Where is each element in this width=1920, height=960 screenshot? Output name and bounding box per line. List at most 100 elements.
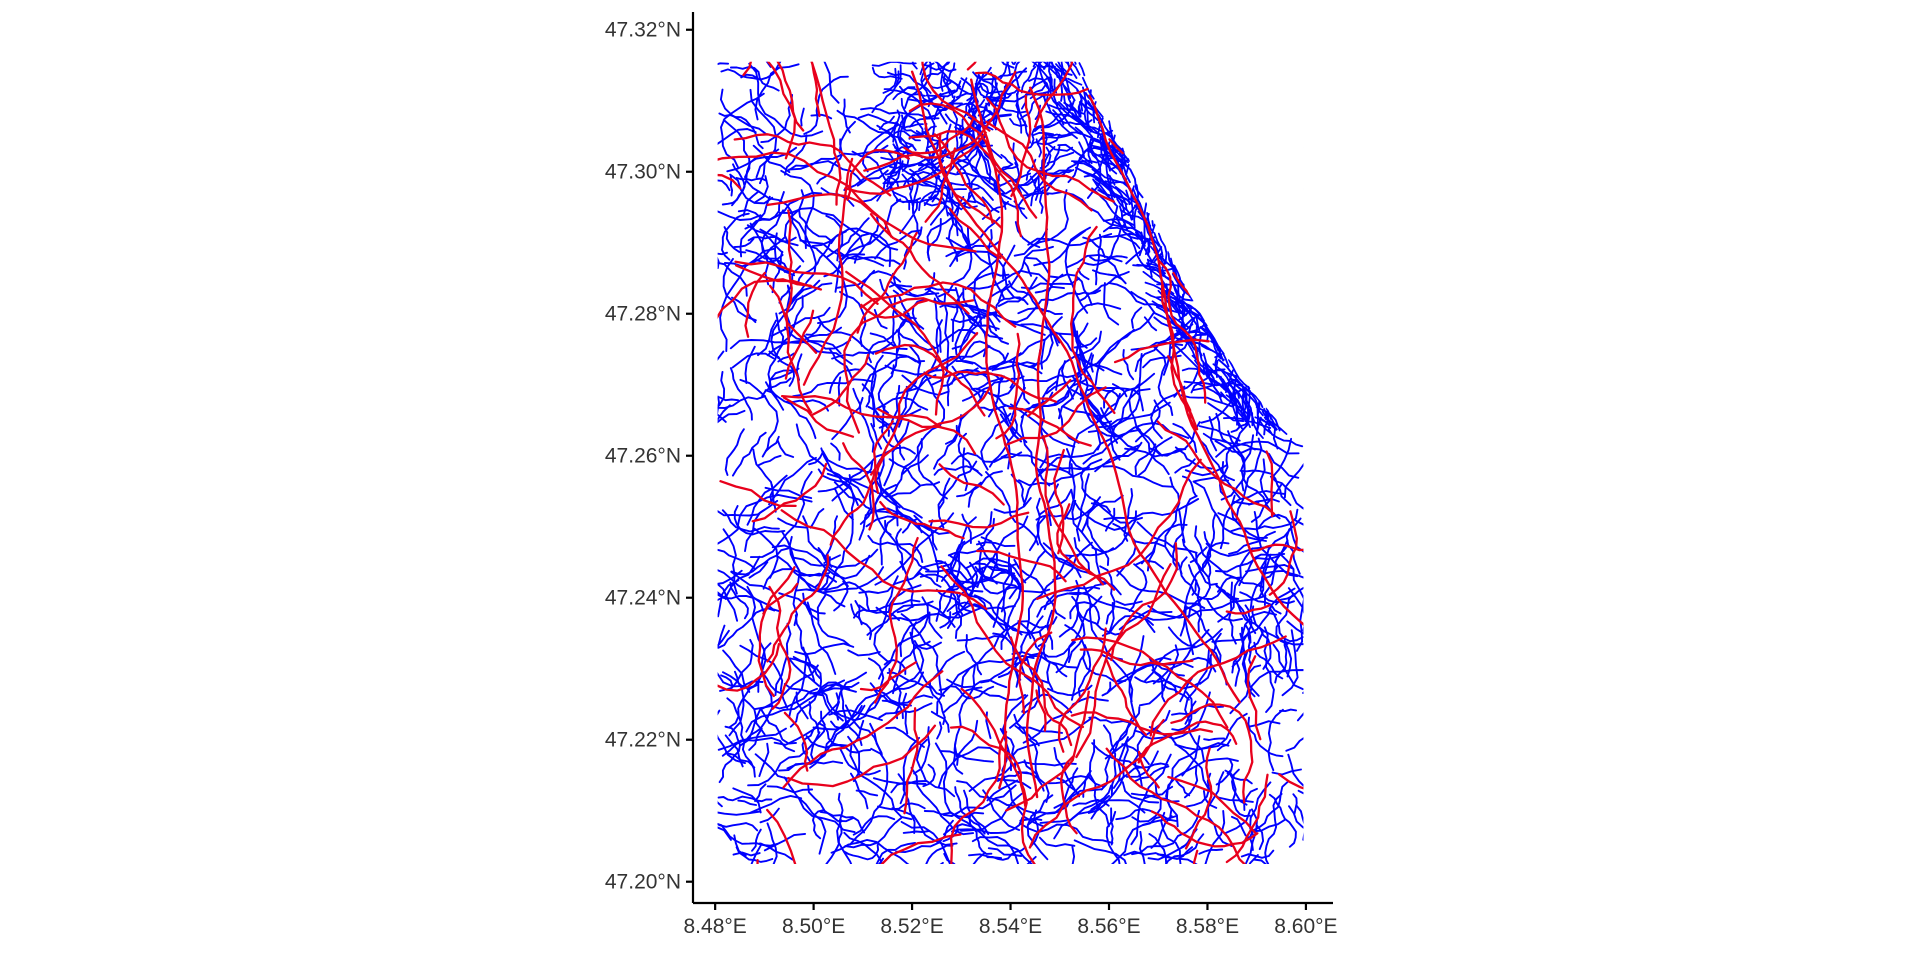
minor-road [792,655,844,722]
minor-road [1153,232,1164,258]
minor-road [972,851,986,864]
minor-road [1292,793,1298,815]
minor-road [1179,556,1223,601]
minor-road [1067,602,1086,664]
major-road [1268,510,1298,596]
minor-road [759,807,780,824]
minor-road [1015,359,1030,405]
major-road [757,566,796,698]
major-road [863,70,1017,172]
minor-road [896,600,934,614]
minor-road [1031,61,1052,83]
minor-road [1302,146,1304,149]
minor-road [1208,416,1218,452]
minor-road [1239,591,1282,615]
minor-road [717,256,720,270]
minor-road [991,338,1046,372]
minor-road [847,649,881,657]
minor-road [823,61,840,104]
minor-road [730,547,790,576]
minor-road [1239,469,1292,507]
minor-road [717,555,761,602]
minor-road [890,384,901,423]
minor-road [771,544,871,580]
major-road [1018,631,1053,715]
minor-road [1218,346,1222,360]
major-road [733,133,892,197]
minor-road [886,151,896,188]
minor-road [901,173,912,191]
minor-road [852,387,875,453]
minor-road [816,248,848,325]
minor-road [1115,159,1124,170]
major-road [782,670,944,789]
minor-road [909,117,940,128]
minor-road [1144,628,1223,682]
minor-road [1070,388,1123,438]
minor-road [783,776,827,855]
minor-road [1251,605,1272,670]
minor-road [1061,360,1074,400]
minor-road [882,89,926,97]
minor-road [718,370,726,407]
minor-road [1056,101,1093,138]
minor-road [971,687,1027,701]
minor-road [939,861,944,864]
minor-road [1033,229,1087,267]
minor-road [717,350,725,361]
major-road [1149,635,1287,737]
minor-road [977,82,989,102]
minor-road [816,593,851,647]
minor-road [939,750,994,763]
major-road [908,130,1023,238]
minor-road [1193,481,1267,542]
major-road [948,207,1002,260]
minor-road [1211,587,1296,643]
minor-road [1300,187,1304,191]
x-tick-label: 8.52°E [880,915,943,938]
major-road [766,192,977,253]
minor-road [913,561,947,578]
major-road [860,299,929,319]
minor-road [831,474,852,502]
minor-road [717,569,765,613]
minor-road [867,534,924,563]
minor-road [761,377,792,398]
major-road [1042,434,1116,591]
minor-road [950,590,963,639]
minor-road [1071,845,1076,864]
minor-road [1234,660,1241,687]
minor-road [1037,133,1061,146]
minor-road [917,438,948,500]
minor-road [1130,753,1172,846]
major-road [734,264,823,291]
x-tick-label: 8.58°E [1176,915,1239,938]
minor-road [1046,662,1054,691]
minor-road [1140,523,1188,565]
minor-road [1182,327,1197,360]
minor-road [1147,594,1267,619]
minor-road [1173,495,1198,548]
major-road [928,511,1030,529]
minor-road [877,596,929,680]
minor-road [1107,281,1170,312]
minor-road [1152,628,1210,685]
minor-road [960,586,1022,690]
minor-road [873,575,899,662]
minor-road [1006,61,1011,77]
minor-road [1078,101,1099,121]
minor-road [1195,309,1208,327]
minor-road [1209,632,1222,665]
minor-road [897,123,907,148]
minor-road [875,842,917,864]
minor-road [1248,854,1259,864]
minor-road [717,409,746,424]
minor-road [717,395,720,416]
minor-road [1156,283,1182,288]
minor-road [933,414,962,470]
y-tick-label: 47.24°N [605,587,681,610]
minor-road [1111,383,1128,398]
major-road [903,116,975,155]
minor-road [1133,765,1170,783]
minor-road [1302,691,1304,694]
